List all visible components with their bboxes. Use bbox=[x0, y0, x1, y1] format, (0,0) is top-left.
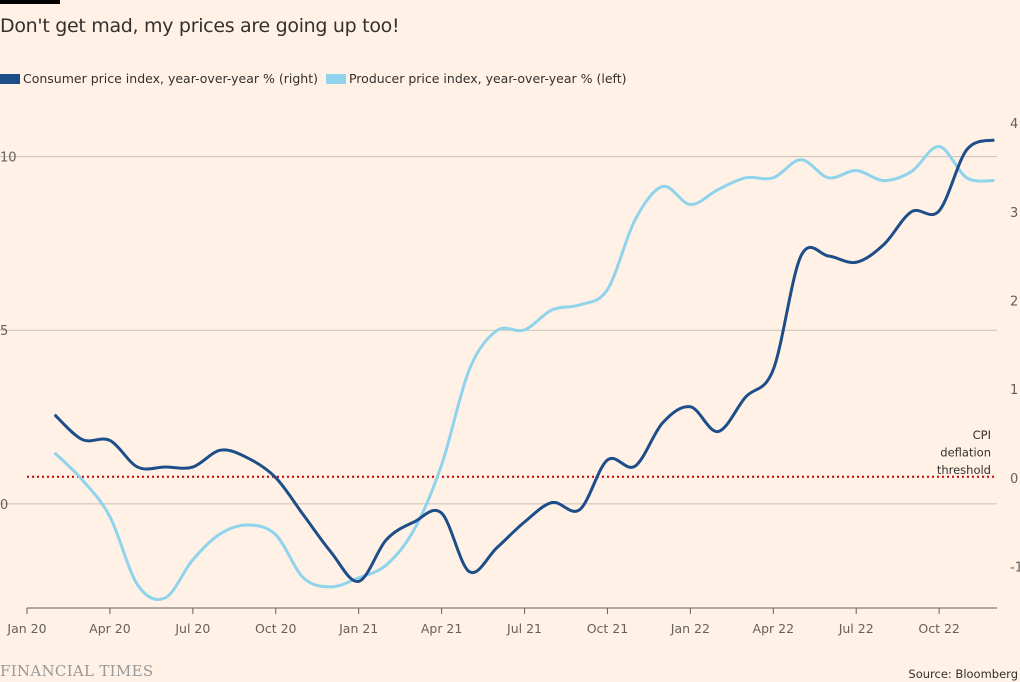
right-tick-label: 0 bbox=[1010, 472, 1018, 487]
legend-item-cpi: Consumer price index, year-over-year % (… bbox=[0, 71, 318, 86]
annotation-label: threshold bbox=[937, 463, 991, 477]
x-tick-label: Apr 22 bbox=[753, 621, 795, 636]
x-tick-label: Jan 21 bbox=[338, 621, 378, 636]
left-tick-label: 0 bbox=[0, 498, 8, 513]
right-tick-label: 4 bbox=[1010, 117, 1018, 132]
right-tick-label: 2 bbox=[1010, 294, 1018, 309]
ft-top-bar bbox=[0, 0, 60, 4]
x-tick-label: Jan 22 bbox=[670, 621, 710, 636]
ppi-series-line bbox=[53, 145, 995, 602]
source-note: Source: Bloomberg bbox=[908, 667, 1018, 681]
cpi-series-line bbox=[53, 138, 995, 583]
x-tick-label: Apr 20 bbox=[89, 621, 131, 636]
x-tick-label: Oct 22 bbox=[918, 621, 960, 636]
legend-label-cpi: Consumer price index, year-over-year % (… bbox=[23, 71, 318, 86]
right-tick-label: 1 bbox=[1010, 383, 1018, 398]
annotation-label: CPI bbox=[973, 428, 991, 442]
left-tick-label: 5 bbox=[0, 324, 8, 339]
legend-swatch-ppi bbox=[325, 73, 346, 84]
x-tick-label: Oct 20 bbox=[255, 621, 297, 636]
ft-logo: FINANCIAL TIMES bbox=[0, 662, 154, 680]
x-tick-label: Jan 20 bbox=[6, 621, 46, 636]
right-tick-label: 3 bbox=[1010, 206, 1018, 221]
x-tick-label: Oct 21 bbox=[587, 621, 629, 636]
legend: Consumer price index, year-over-year % (… bbox=[0, 71, 634, 86]
chart-title: Don't get mad, my prices are going up to… bbox=[0, 15, 400, 37]
annotation-label: deflation bbox=[940, 445, 991, 459]
x-tick-label: Jul 21 bbox=[506, 621, 542, 636]
legend-item-ppi: Producer price index, year-over-year % (… bbox=[325, 71, 627, 86]
x-tick-label: Jul 22 bbox=[838, 621, 874, 636]
x-tick-label: Jul 20 bbox=[174, 621, 210, 636]
legend-label-ppi: Producer price index, year-over-year % (… bbox=[348, 71, 627, 86]
legend-swatch-cpi bbox=[0, 73, 20, 84]
left-tick-label: 10 bbox=[0, 151, 17, 166]
right-tick-label: -1 bbox=[1010, 560, 1020, 575]
x-tick-label: Apr 21 bbox=[421, 621, 463, 636]
